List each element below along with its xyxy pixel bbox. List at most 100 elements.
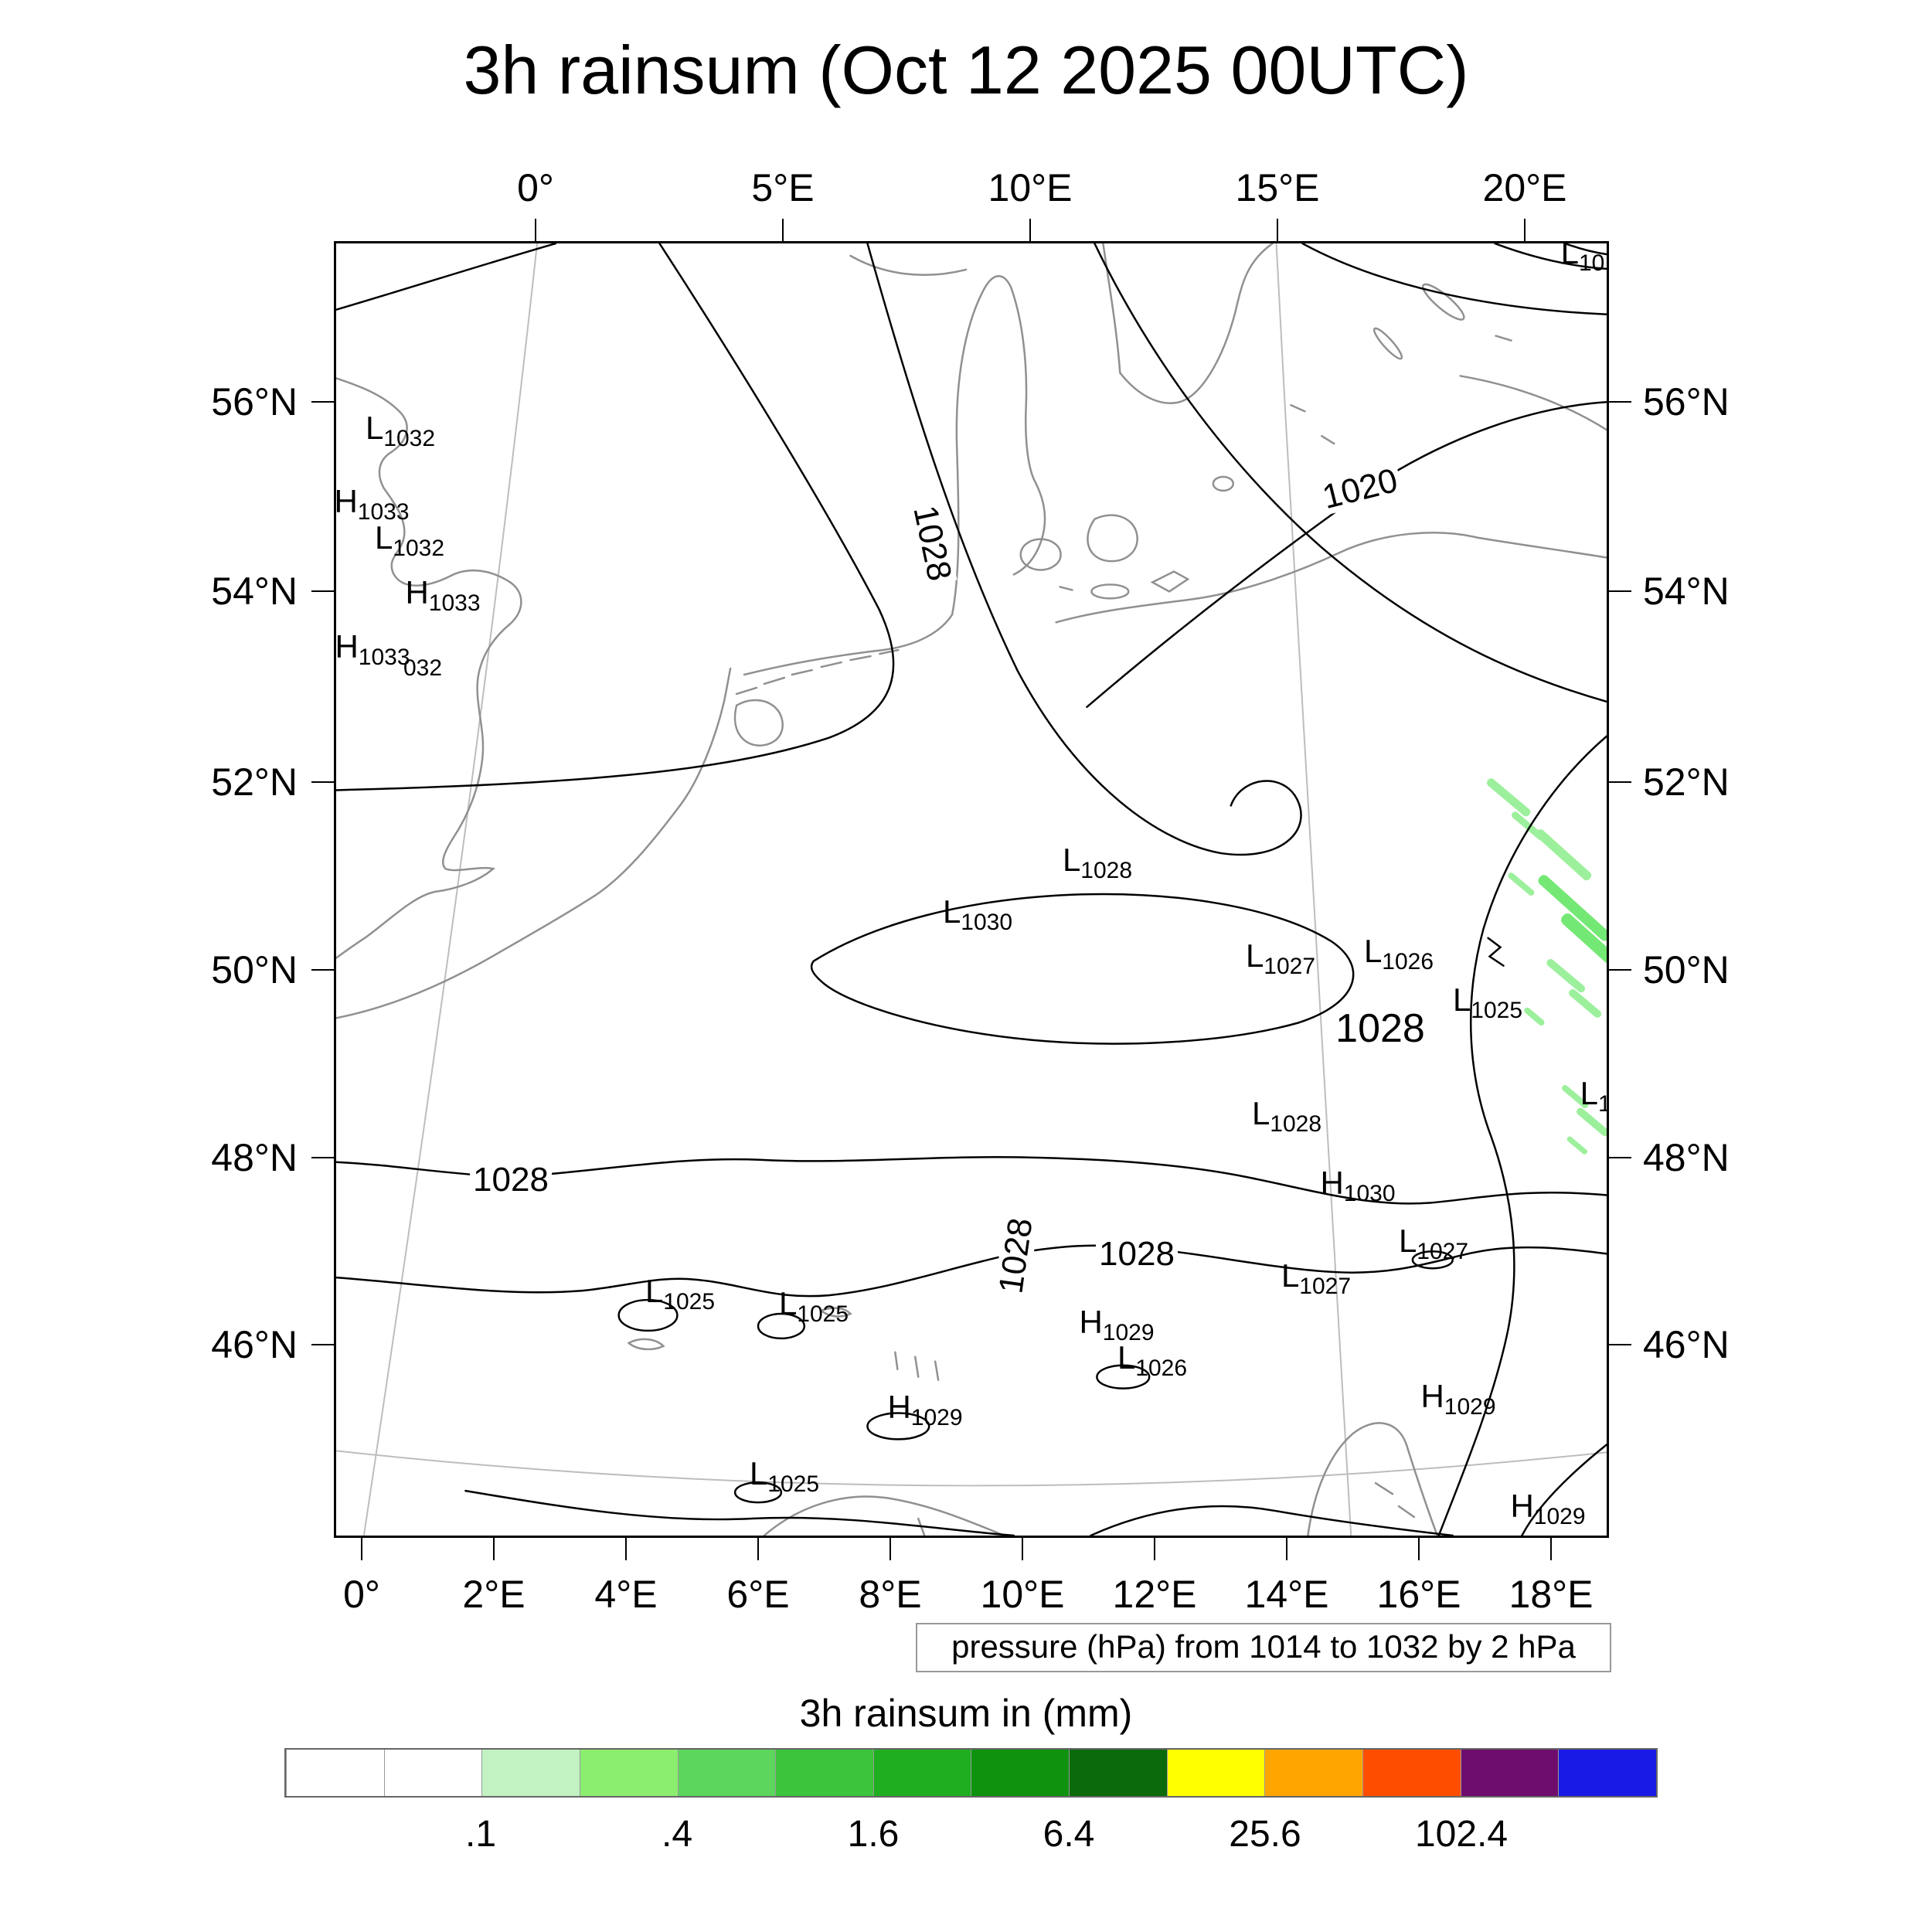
tick-label: 14°E (1244, 1573, 1329, 1616)
pressure-value: 1029 (1102, 1320, 1155, 1346)
colorbar-tick-label: 25.6 (1229, 1814, 1301, 1855)
tick-mark (1609, 969, 1631, 971)
tick-mark (311, 969, 334, 971)
tick-mark (757, 1538, 759, 1560)
tick-mark (535, 219, 536, 241)
pressure-label: H1030 (1320, 1166, 1395, 1206)
pressure-label: 032 (403, 641, 442, 680)
tick-label: 4°E (594, 1573, 658, 1616)
pressure-letter: L (365, 409, 384, 446)
pressure-value: 1028 (1270, 1111, 1322, 1138)
pressure-label: L1027 (1281, 1259, 1351, 1298)
tick-mark (311, 1344, 334, 1345)
pressure-label: H1029 (1079, 1303, 1155, 1346)
pressure-label: L1028 (1252, 1097, 1321, 1136)
tick-label: 50°N (1643, 948, 1730, 992)
pressure-label: L1032 (365, 409, 435, 451)
tick-label: 20°E (1482, 166, 1567, 209)
colorbar-tick-label: .1 (464, 1814, 497, 1855)
pressure-value: 1032 (393, 536, 445, 562)
coast-france-benelux (336, 667, 732, 1019)
pressure-value: 1029 (910, 1405, 963, 1431)
pressure-value: 1033 (428, 590, 481, 617)
tick-mark (625, 1538, 627, 1560)
colorbar-swatch (677, 1750, 776, 1796)
pressure-letter: L (778, 1284, 798, 1321)
pressure-value: 1033 (357, 499, 410, 526)
pressure-letter: H (1079, 1303, 1103, 1340)
pressure-caption: pressure (hPa) from 1014 to 1032 by 2 hP… (916, 1623, 1611, 1672)
pressure-letter: L (1560, 241, 1579, 270)
tick-mark (493, 1538, 495, 1560)
tick-mark (1609, 590, 1631, 592)
colorbar-tick-label: 6.4 (1043, 1814, 1095, 1855)
tick-label: 48°N (1643, 1136, 1730, 1179)
tick-label: 8°E (859, 1573, 922, 1616)
pressure-value: 1025 (663, 1289, 716, 1315)
lake-ijsselmeer (733, 699, 784, 747)
page-title: 3h rainsum (Oct 12 2025 00UTC) (463, 32, 1469, 108)
coast-german-bight (743, 614, 954, 676)
contour-label-layer: 1020 1028 1028 1028 1028 1028 (336, 243, 1607, 1536)
tick-mark (1286, 1538, 1287, 1560)
coast-baltic-east (1459, 375, 1607, 431)
tick-mark (1524, 219, 1526, 241)
tick-mark (1029, 219, 1031, 241)
pressure-label: L1028 (1063, 843, 1132, 883)
tick-mark (1418, 1538, 1420, 1560)
pressure-letter: L (942, 893, 961, 930)
lake-geneva (627, 1338, 665, 1351)
pressure-label: L1032 (374, 519, 445, 562)
pressure-label: H1033 (336, 485, 410, 526)
colorbar-tick-label: .4 (661, 1814, 693, 1855)
tick-label: 56°N (211, 380, 298, 423)
tick-label: 0° (517, 166, 554, 209)
colorbar-swatch (1264, 1750, 1363, 1796)
contour-label: 1028 (1332, 1009, 1428, 1049)
colorbar-swatch (383, 1750, 482, 1796)
pressure-letter: L (749, 1454, 768, 1492)
tick-label: 54°N (1643, 570, 1730, 613)
pressure-letter: L (374, 519, 393, 556)
pressure-label: L1027 (1399, 1224, 1469, 1265)
pressure-letter: L (1245, 937, 1264, 974)
tick-mark (782, 219, 784, 241)
pressure-label: H1029 (1420, 1379, 1495, 1419)
tick-label: 18°E (1509, 1573, 1594, 1616)
colorbar-swatch (286, 1750, 384, 1796)
tick-label: 48°N (211, 1136, 298, 1179)
colorbar-tick-label: 102.4 (1414, 1814, 1509, 1855)
tick-label: 50°N (211, 948, 298, 992)
isobar-central-low (810, 893, 1355, 1045)
pressure-value: 1026 (1382, 949, 1434, 975)
pressure-letter: H (405, 573, 429, 611)
pressure-letter: L (645, 1272, 664, 1309)
tick-label: 46°N (211, 1323, 298, 1366)
pressure-label: H1029 (887, 1390, 963, 1431)
colorbar-swatch (1558, 1750, 1656, 1796)
tick-label: 56°N (1643, 380, 1730, 423)
rain-patches (1486, 778, 1607, 1155)
tick-mark (1609, 1344, 1631, 1345)
colorbar-swatch (481, 1750, 580, 1796)
tick-label: 10°E (988, 166, 1073, 209)
pressure-label: L1030 (942, 893, 1013, 936)
colorbar-swatch (1069, 1750, 1167, 1796)
colorbar-swatch (872, 1750, 971, 1796)
map-frame: L1032 H1033 L1032 H1033 H1033 032 L10 L1… (334, 241, 1609, 1538)
pressure-value: 1029 (1533, 1504, 1586, 1530)
tick-label: 52°N (211, 760, 298, 804)
pressure-letter: L (1251, 1094, 1270, 1131)
pressure-value: 1027 (1417, 1239, 1469, 1265)
pressure-value: 1025 (767, 1471, 820, 1498)
island-zealand (1087, 514, 1138, 563)
pressure-value: 1033 (358, 645, 410, 671)
pressure-value: 1030 (961, 910, 1013, 936)
island-lolland (1090, 583, 1130, 600)
tick-mark (311, 590, 334, 592)
tick-label: 16°E (1376, 1573, 1461, 1616)
pressure-value: 1027 (1264, 954, 1316, 980)
